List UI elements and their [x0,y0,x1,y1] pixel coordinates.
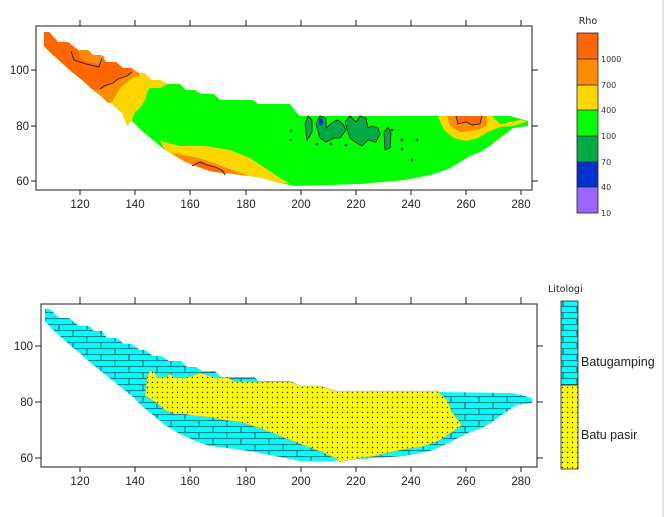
svg-text:120: 120 [70,199,89,211]
svg-text:180: 180 [236,476,255,488]
low-rho-pockets [304,115,392,151]
rho-legend: Rho 1000 700 400 100 70 40 10 [576,16,621,218]
svg-text:280: 280 [511,199,530,211]
svg-text:1000: 1000 [601,55,621,64]
top-plot-frame [35,25,533,191]
top-x-tick-labels: 120 140 160 180 200 220 240 260 280 [70,199,530,211]
svg-text:100: 100 [14,341,33,353]
svg-text:160: 160 [180,476,199,488]
right-border [662,0,664,517]
svg-text:Batugamping: Batugamping [581,355,655,369]
svg-text:60: 60 [16,176,29,188]
bottom-x-tick-labels: 120 140 160 180 200 220 240 260 280 [70,476,530,488]
svg-text:Rho: Rho [579,16,598,27]
bottom-x-ticks [35,297,543,472]
svg-text:70: 70 [601,158,611,167]
svg-text:160: 160 [180,199,199,211]
svg-text:700: 700 [601,81,616,90]
svg-text:Litologi: Litologi [548,284,583,295]
svg-text:200: 200 [291,476,310,488]
svg-text:240: 240 [401,476,420,488]
svg-text:260: 260 [456,199,475,211]
svg-text:100: 100 [10,65,29,77]
svg-text:40: 40 [601,183,611,192]
svg-text:280: 280 [511,476,530,488]
svg-text:140: 140 [125,476,144,488]
svg-text:200: 200 [291,199,310,211]
svg-text:60: 60 [20,453,33,465]
svg-text:Batu pasir: Batu pasir [581,428,637,442]
svg-text:120: 120 [70,476,89,488]
bottom-plot-frame [40,303,538,468]
svg-text:180: 180 [236,199,255,211]
svg-text:260: 260 [456,476,475,488]
batugamping-swatch [560,300,579,386]
svg-text:220: 220 [346,476,365,488]
svg-text:220: 220 [346,199,365,211]
top-x-ticks [31,20,538,195]
bottom-y-tick-labels: 100 80 60 [14,341,33,465]
svg-text:140: 140 [125,199,144,211]
litologi-legend: Litologi Batugamping Batu pasir [548,284,655,470]
top-y-tick-labels: 100 80 60 [10,65,29,188]
svg-text:10: 10 [601,209,611,218]
svg-text:100: 100 [601,132,616,141]
batu-pasir-swatch [560,384,579,470]
resistivity-fill [44,32,528,186]
svg-text:400: 400 [601,106,616,115]
lithology-fill [45,309,532,463]
svg-text:80: 80 [16,121,29,133]
svg-text:80: 80 [20,397,33,409]
svg-text:240: 240 [401,199,420,211]
